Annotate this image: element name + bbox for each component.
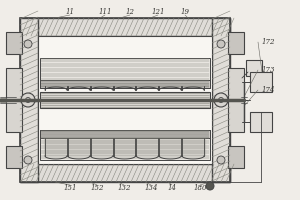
- Circle shape: [24, 40, 32, 48]
- Text: 12: 12: [125, 8, 134, 16]
- Bar: [40, 58, 210, 88]
- Bar: [40, 92, 210, 108]
- Text: 152: 152: [90, 184, 104, 192]
- Bar: [246, 60, 262, 76]
- Circle shape: [24, 156, 32, 164]
- Text: 111: 111: [98, 8, 112, 16]
- Circle shape: [217, 156, 225, 164]
- Bar: [40, 130, 210, 160]
- Text: 151: 151: [63, 184, 77, 192]
- Text: 173: 173: [261, 66, 275, 74]
- Bar: [40, 80, 210, 88]
- Text: 172: 172: [261, 38, 275, 46]
- Circle shape: [206, 182, 214, 190]
- Circle shape: [21, 93, 35, 107]
- Bar: [228, 32, 244, 54]
- Text: 11: 11: [65, 8, 74, 16]
- Bar: [228, 68, 244, 132]
- Bar: [228, 146, 244, 168]
- Circle shape: [26, 98, 31, 102]
- Text: 180: 180: [193, 184, 207, 192]
- Bar: [38, 36, 212, 164]
- Circle shape: [214, 93, 228, 107]
- Bar: [6, 32, 22, 54]
- Text: 132: 132: [117, 184, 131, 192]
- Bar: [20, 164, 230, 182]
- Bar: [6, 146, 22, 168]
- Text: 121: 121: [151, 8, 165, 16]
- Text: 19: 19: [181, 8, 190, 16]
- Bar: [20, 18, 38, 182]
- Circle shape: [218, 98, 224, 102]
- Bar: [20, 18, 230, 182]
- Text: 174: 174: [261, 86, 275, 94]
- Bar: [40, 130, 210, 138]
- Bar: [20, 18, 230, 36]
- Bar: [6, 68, 22, 132]
- Text: 134: 134: [144, 184, 158, 192]
- Bar: [250, 112, 272, 132]
- Bar: [212, 18, 230, 182]
- Circle shape: [217, 40, 225, 48]
- Text: 14: 14: [167, 184, 176, 192]
- Bar: [250, 72, 272, 92]
